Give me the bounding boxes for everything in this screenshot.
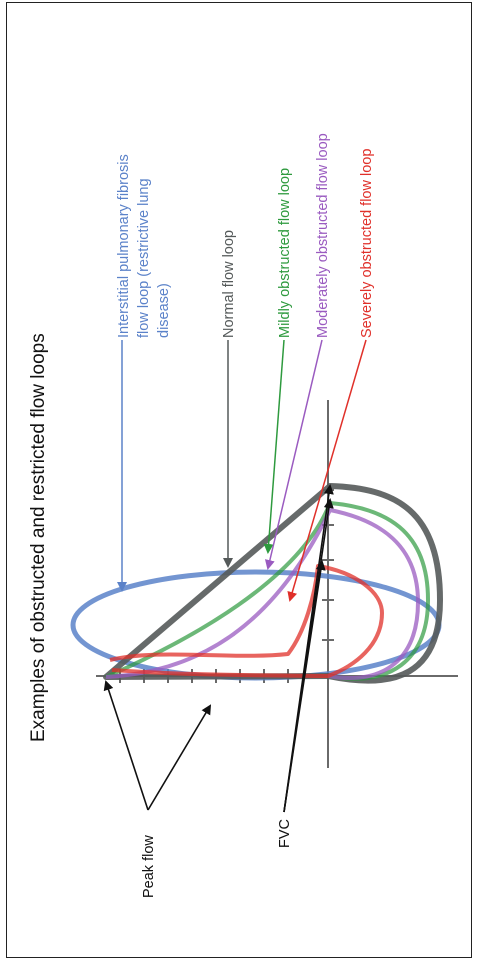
ipf-label-line3: disease) [156,283,172,338]
severely-obstructed-flow-loop [109,564,384,678]
severe-label: Severely obstructed flow loop [359,149,375,338]
mildly-obstructed-flow-loop [105,501,430,681]
moderately-obstructed-flow-loop [105,508,420,680]
mild-label: Mildly obstructed flow loop [277,168,293,338]
figure-title: Examples of obstructed and restricted fl… [28,333,49,742]
fvc-label: FVC [277,819,293,848]
moderate-label: Moderately obstructed flow loop [315,133,331,338]
figure-frame [6,2,472,958]
fvc-arrows [283,484,334,813]
normal-label: Normal flow loop [221,230,237,338]
peak-flow-label: Peak flow [141,835,157,898]
mild-pointer [263,339,285,554]
peak-flow-arrows [103,680,212,811]
ipf-label-line1: Interstitial pulmonary fibrosis [116,154,132,338]
loop-labels: Interstitial pulmonary fibrosis flow loo… [116,133,375,898]
severe-pointer [287,339,367,602]
moderate-pointer [264,339,323,570]
normal-flow-loop [103,483,443,684]
ipf-label-line2: flow loop (restrictive lung [136,178,152,338]
